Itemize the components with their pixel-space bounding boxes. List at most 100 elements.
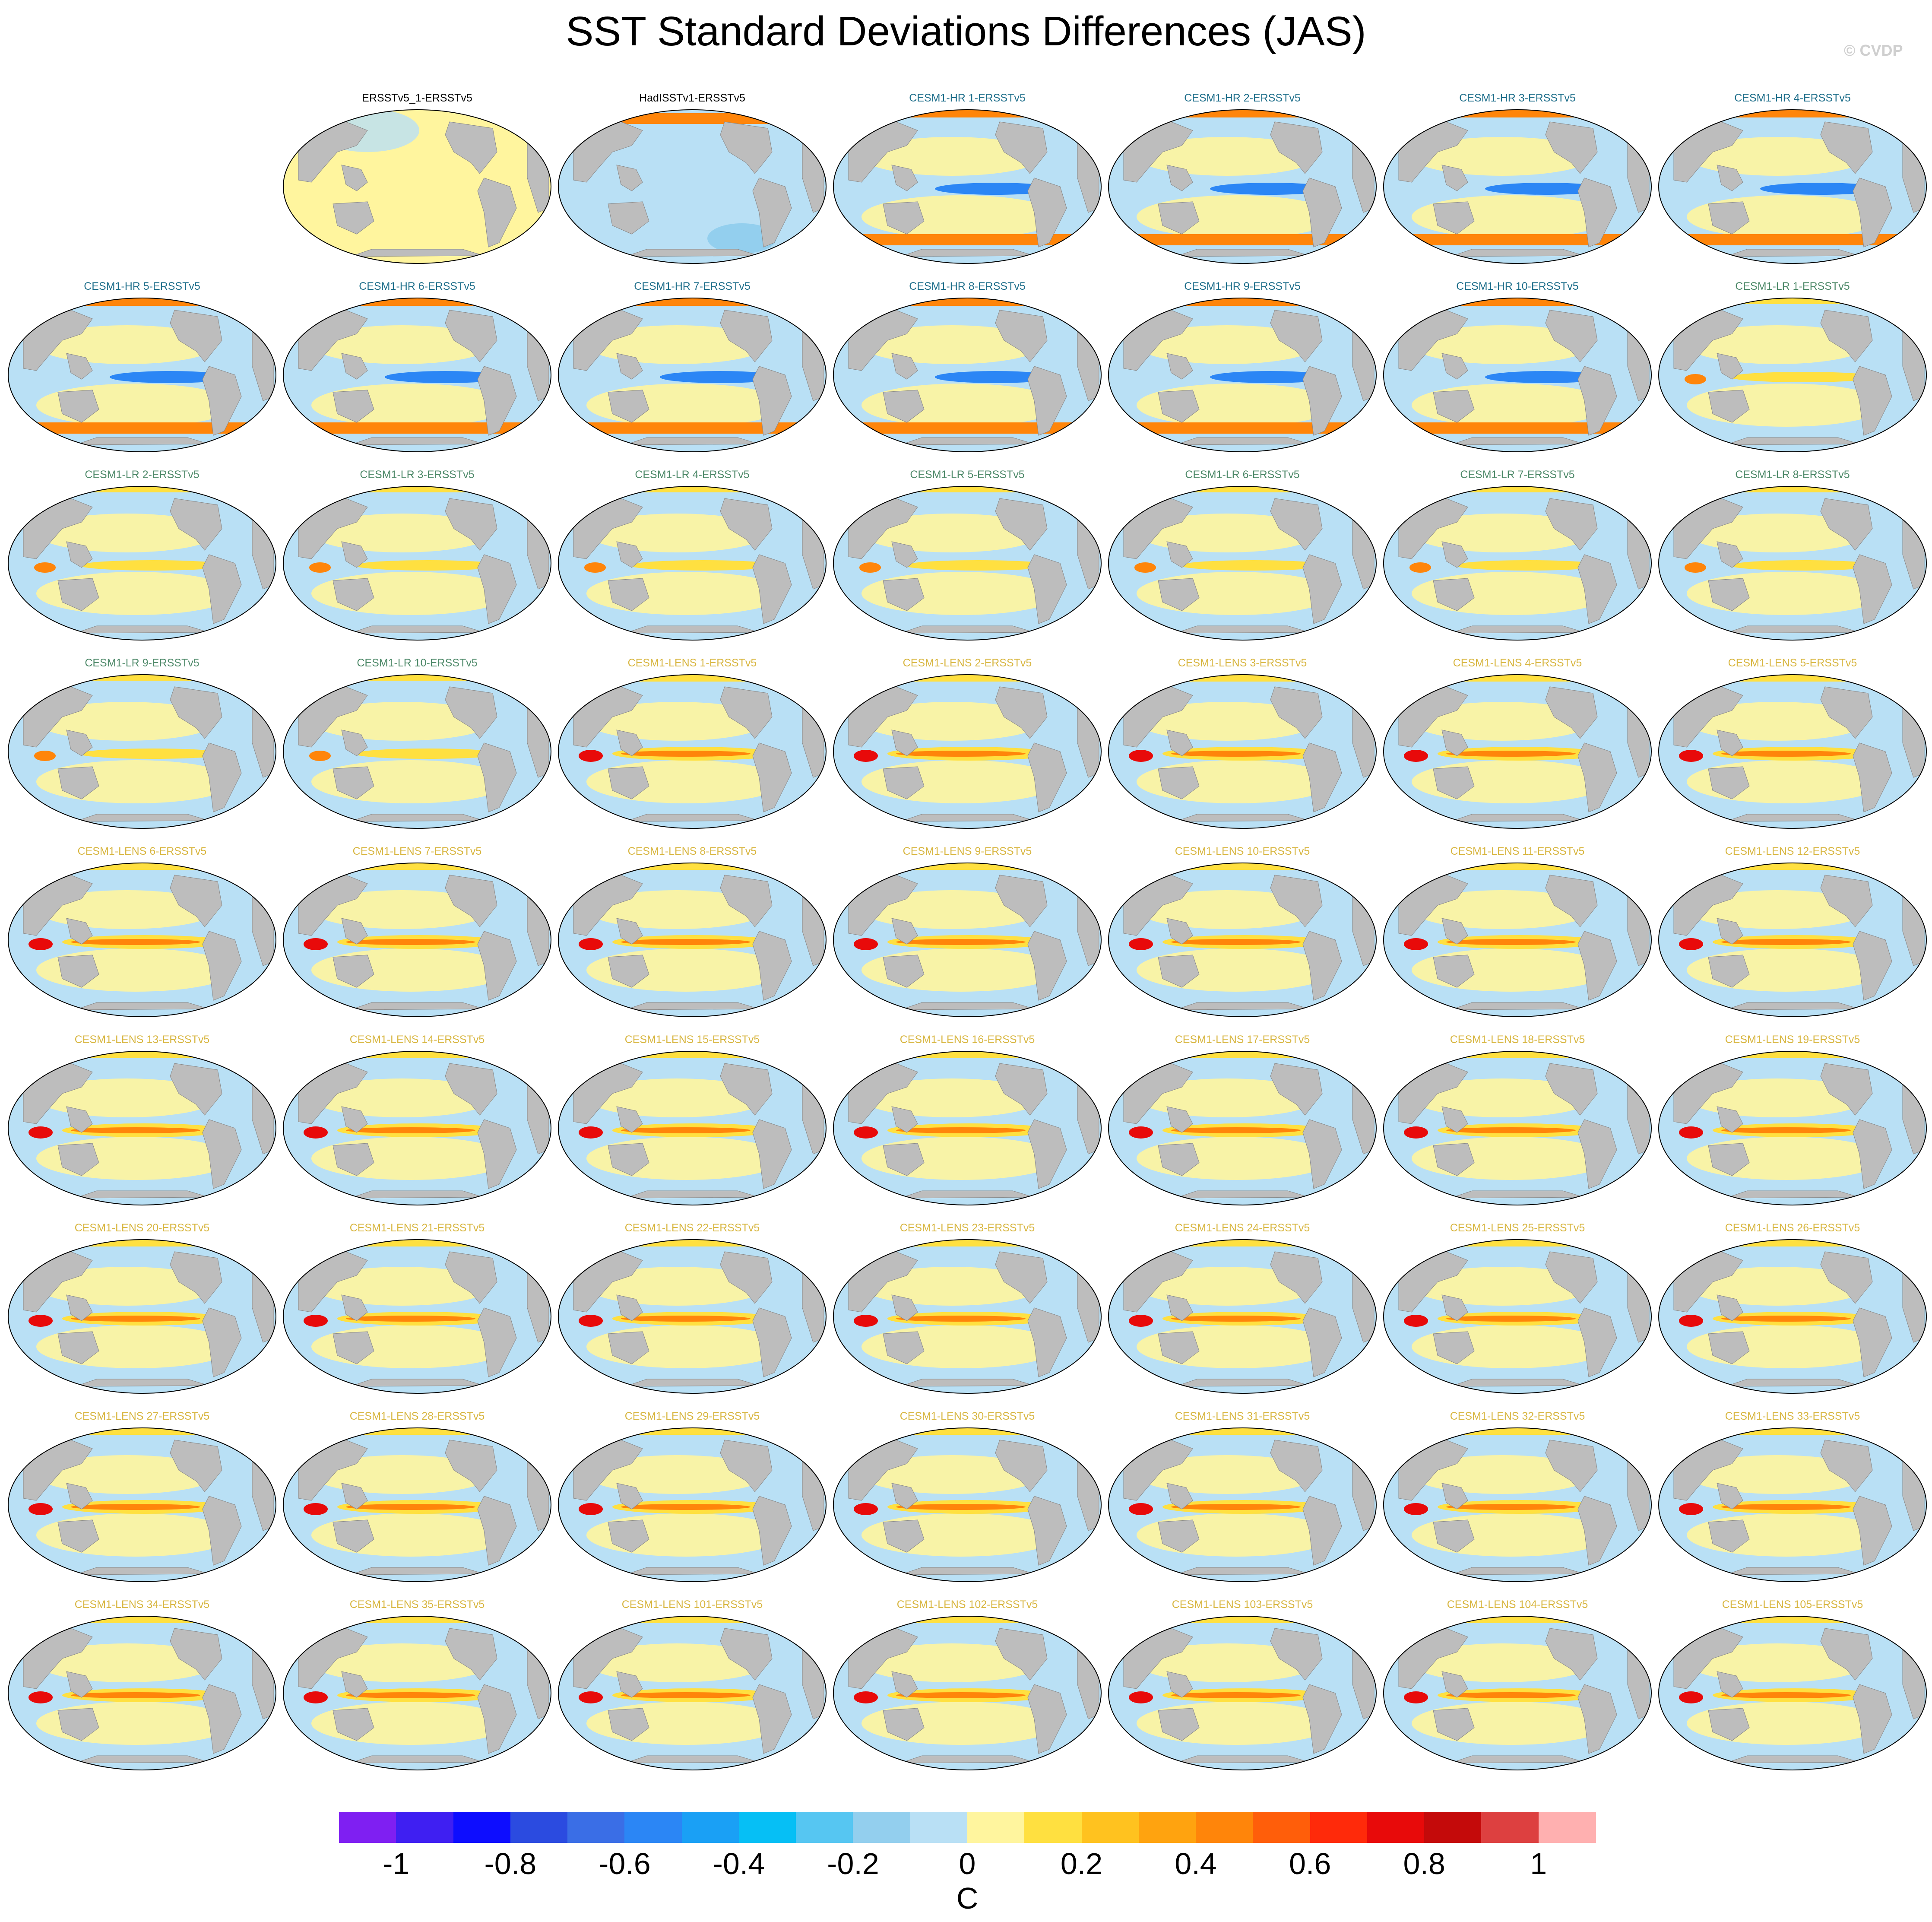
panel-title: CESM1-LENS 5-ERSSTv5 [1728,657,1857,669]
map-panel: CESM1-LENS 5-ERSSTv5 [1656,657,1929,838]
colorbar-tick-label: 0.8 [1403,1847,1445,1881]
panel-title: HadISSTv1-ERSSTv5 [639,92,745,104]
world-map [1658,1051,1927,1205]
world-map [1108,109,1377,264]
colorbar-tick-label: 0 [959,1847,976,1881]
map-panel: CESM1-LENS 8-ERSSTv5 [556,845,828,1026]
world-map [1108,863,1377,1017]
map-panel: CESM1-LR 4-ERSSTv5 [556,468,828,650]
map-panel: CESM1-LENS 35-ERSSTv5 [281,1598,553,1779]
world-map [558,863,827,1017]
map-panel: CESM1-LENS 20-ERSSTv5 [6,1221,278,1403]
world-map [558,298,827,452]
colorbar-segment [453,1812,511,1843]
colorbar-segment [1481,1812,1539,1843]
map-panel: CESM1-HR 9-ERSSTv5 [1106,280,1378,461]
colorbar-segment [1253,1812,1311,1843]
map-panel: CESM1-LR 9-ERSSTv5 [6,657,278,838]
world-map [8,1427,276,1582]
panel-title: CESM1-LENS 15-ERSSTv5 [624,1034,760,1046]
world-map [1383,1051,1652,1205]
map-panel: CESM1-LENS 30-ERSSTv5 [831,1410,1103,1591]
world-map [1658,1616,1927,1770]
map-panel: CESM1-LENS 26-ERSSTv5 [1656,1221,1929,1403]
map-panel: CESM1-LENS 19-ERSSTv5 [1656,1033,1929,1215]
panel-title: CESM1-LENS 13-ERSSTv5 [74,1034,210,1046]
map-panel: CESM1-LENS 31-ERSSTv5 [1106,1410,1378,1591]
panel-title: CESM1-HR 9-ERSSTv5 [1184,280,1301,292]
panel-title: CESM1-LENS 33-ERSSTv5 [1725,1410,1860,1422]
world-map [1108,1239,1377,1394]
map-panel: CESM1-LR 10-ERSSTv5 [281,657,553,838]
map-panel: CESM1-LENS 16-ERSSTv5 [831,1033,1103,1215]
map-panel: CESM1-LENS 7-ERSSTv5 [281,845,553,1026]
world-map [1658,674,1927,829]
world-map [1108,1616,1377,1770]
world-map [833,1427,1102,1582]
panel-title: CESM1-LENS 3-ERSSTv5 [1178,657,1307,669]
panel-title: CESM1-LENS 8-ERSSTv5 [627,845,757,857]
panel-title: CESM1-HR 5-ERSSTv5 [84,280,200,292]
map-panel: CESM1-LENS 101-ERSSTv5 [556,1598,828,1779]
panel-title: CESM1-LR 6-ERSSTv5 [1185,469,1300,481]
panel-title: CESM1-LENS 9-ERSSTv5 [903,845,1032,857]
map-panel: CESM1-LENS 22-ERSSTv5 [556,1221,828,1403]
map-panel: CESM1-LENS 9-ERSSTv5 [831,845,1103,1026]
map-panel: CESM1-HR 1-ERSSTv5 [831,92,1103,273]
panel-title: CESM1-LENS 4-ERSSTv5 [1453,657,1582,669]
colorbar-segment [339,1812,396,1843]
panel-title: CESM1-LENS 10-ERSSTv5 [1175,845,1310,857]
panel-title: CESM1-LR 7-ERSSTv5 [1460,469,1575,481]
colorbar-segment [567,1812,625,1843]
world-map [833,1616,1102,1770]
world-map [833,674,1102,829]
world-map [558,1051,827,1205]
colorbar-segment [510,1812,568,1843]
panel-title: CESM1-LR 4-ERSSTv5 [635,469,750,481]
panel-title: CESM1-LENS 11-ERSSTv5 [1450,845,1585,857]
world-map [558,1616,827,1770]
panel-title: CESM1-LENS 20-ERSSTv5 [74,1222,210,1234]
colorbar-segment [396,1812,454,1843]
panel-title: CESM1-LENS 32-ERSSTv5 [1450,1410,1585,1422]
map-panel: CESM1-LENS 25-ERSSTv5 [1381,1221,1653,1403]
world-map [283,1239,551,1394]
panel-title: CESM1-LENS 17-ERSSTv5 [1175,1034,1310,1046]
panel-title: CESM1-LENS 28-ERSSTv5 [349,1410,485,1422]
map-panel: CESM1-LR 5-ERSSTv5 [831,468,1103,650]
map-panel: HadISSTv1-ERSSTv5 [556,92,828,273]
world-map [1658,1239,1927,1394]
panel-title: CESM1-LR 8-ERSSTv5 [1735,469,1850,481]
panel-title: CESM1-HR 3-ERSSTv5 [1459,92,1576,104]
map-panel: CESM1-HR 7-ERSSTv5 [556,280,828,461]
panel-title: CESM1-LR 1-ERSSTv5 [1735,280,1850,292]
map-panel: CESM1-LENS 18-ERSSTv5 [1381,1033,1653,1215]
panel-title: CESM1-HR 4-ERSSTv5 [1734,92,1851,104]
map-panel: CESM1-LENS 23-ERSSTv5 [831,1221,1103,1403]
panel-title: CESM1-LENS 25-ERSSTv5 [1450,1222,1585,1234]
colorbar-tick-label: 0.2 [1060,1847,1103,1881]
map-panel: CESM1-LENS 34-ERSSTv5 [6,1598,278,1779]
panel-title: CESM1-LENS 23-ERSSTv5 [899,1222,1035,1234]
colorbar [339,1812,1596,1843]
colorbar-tick-label: -0.8 [484,1847,537,1881]
map-panel: CESM1-LENS 24-ERSSTv5 [1106,1221,1378,1403]
world-map [833,863,1102,1017]
panel-title: CESM1-LENS 21-ERSSTv5 [349,1222,485,1234]
panel-title: CESM1-HR 8-ERSSTv5 [909,280,1026,292]
colorbar-segment [1538,1812,1596,1843]
map-panel-grid: ERSSTv5_1-ERSSTv5 HadISSTv1-ERSSTv5 CESM1-… [6,92,1929,1779]
colorbar-tick-label: 1 [1530,1847,1547,1881]
colorbar-units: C [956,1881,979,1915]
map-panel: CESM1-LENS 14-ERSSTv5 [281,1033,553,1215]
map-panel: CESM1-HR 4-ERSSTv5 [1656,92,1929,273]
colorbar-segment [1310,1812,1368,1843]
map-panel: CESM1-LENS 102-ERSSTv5 [831,1598,1103,1779]
panel-title: ERSSTv5_1-ERSSTv5 [362,92,472,104]
world-map [1383,486,1652,641]
world-map [283,1616,551,1770]
map-panel: CESM1-HR 6-ERSSTv5 [281,280,553,461]
world-map [283,1051,551,1205]
map-panel: CESM1-LENS 4-ERSSTv5 [1381,657,1653,838]
panel-title: CESM1-LENS 6-ERSSTv5 [77,845,207,857]
